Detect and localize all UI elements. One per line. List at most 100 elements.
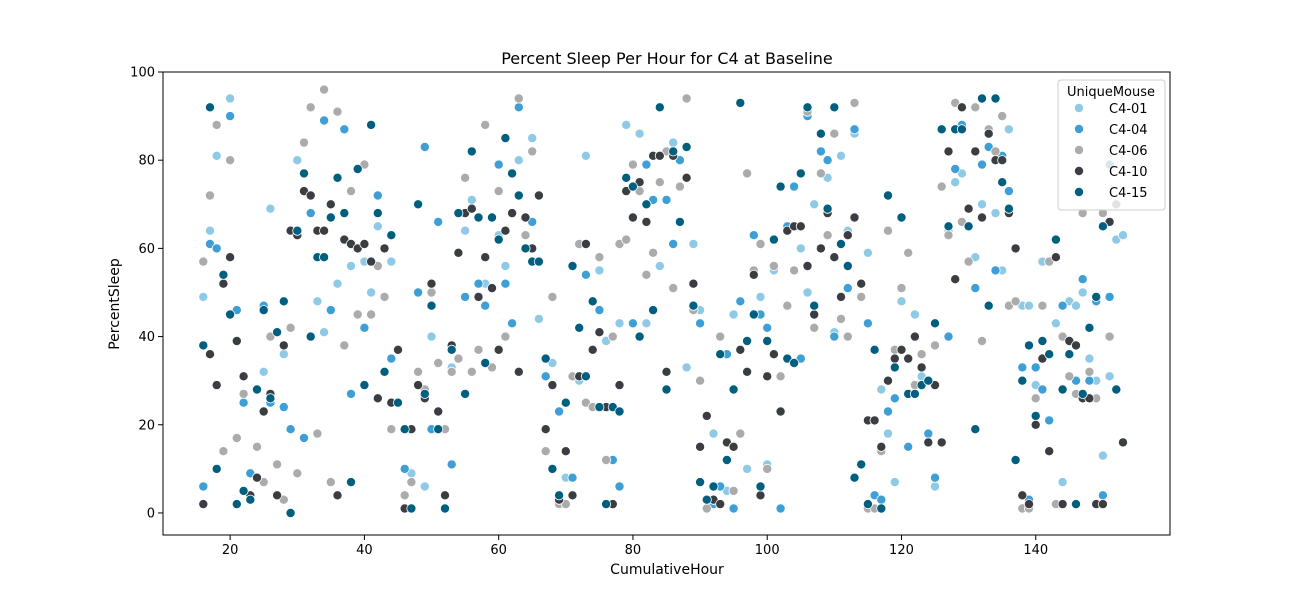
data-point [319,225,330,236]
data-point [627,318,638,329]
x-tick-label: 20 [222,543,239,558]
data-point [836,291,847,302]
data-point [507,318,518,329]
data-point [923,437,934,448]
data-point [869,415,880,426]
data-point [1044,415,1055,426]
data-point [204,102,215,113]
data-point [829,331,840,342]
data-point [977,212,988,223]
legend-item: C4-15 [1074,186,1148,201]
data-point [936,181,947,192]
data-point [634,128,645,139]
data-point [856,278,867,289]
data-point [701,494,712,505]
data-point [399,424,410,435]
data-point [251,384,262,395]
data-point [392,397,403,408]
data-point [601,499,612,510]
data-point [352,163,363,174]
data-point [789,181,800,192]
data-point [366,309,377,320]
data-point [359,238,370,249]
data-point [594,402,605,413]
data-point [849,212,860,223]
data-point [473,344,484,355]
data-point [1037,335,1048,346]
data-point [433,357,444,368]
data-point [762,371,773,382]
data-point [413,366,424,377]
data-point [896,212,907,223]
data-point [466,146,477,157]
data-point [426,300,437,311]
data-point [567,260,578,271]
data-point [446,366,457,377]
data-point [560,397,571,408]
data-point [399,490,410,501]
data-point [460,291,471,302]
data-point [661,384,672,395]
data-point [815,243,826,254]
data-point [1050,252,1061,263]
data-point [204,225,215,236]
data-point [547,463,558,474]
data-point [278,296,289,307]
data-point [500,225,511,236]
data-point [728,309,739,320]
data-point [1050,318,1061,329]
data-point [339,208,350,219]
data-point [298,432,309,443]
data-point [842,230,853,241]
data-point [439,490,450,501]
data-point [1024,340,1035,351]
y-tick-label: 100 [130,66,155,81]
data-point [674,181,685,192]
data-point [849,472,860,483]
data-point [580,269,591,280]
data-point [977,335,988,346]
data-point [627,159,638,170]
data-point [513,366,524,377]
data-point [520,243,531,254]
data-point [909,388,920,399]
x-tick-label: 40 [356,543,373,558]
data-point [735,296,746,307]
data-point [1071,499,1082,510]
data-point [990,146,1001,157]
data-point [950,163,961,174]
data-point [997,111,1008,122]
data-point [869,344,880,355]
data-point [500,260,511,271]
data-point [748,269,759,280]
data-point [829,252,840,263]
data-point [251,441,262,452]
data-point [1024,499,1035,510]
data-point [903,353,914,364]
data-point [695,318,706,329]
data-point [809,309,820,320]
data-point [486,283,497,294]
data-point [889,353,900,364]
data-point [392,344,403,355]
data-point [1097,221,1108,232]
data-point [419,141,430,152]
legend-marker [1074,103,1085,114]
data-point [695,441,706,452]
data-point [272,327,283,338]
data-point [883,375,894,386]
data-point [386,230,397,241]
data-point [366,287,377,298]
data-point [842,283,853,294]
data-point [366,256,377,267]
data-point [319,115,330,126]
data-point [889,477,900,488]
data-point [983,128,994,139]
data-point [1077,388,1088,399]
legend-label: C4-06 [1109,144,1148,159]
data-point [567,472,578,483]
data-point [829,128,840,139]
data-point [527,146,538,157]
data-point [285,507,296,518]
data-point [789,265,800,276]
